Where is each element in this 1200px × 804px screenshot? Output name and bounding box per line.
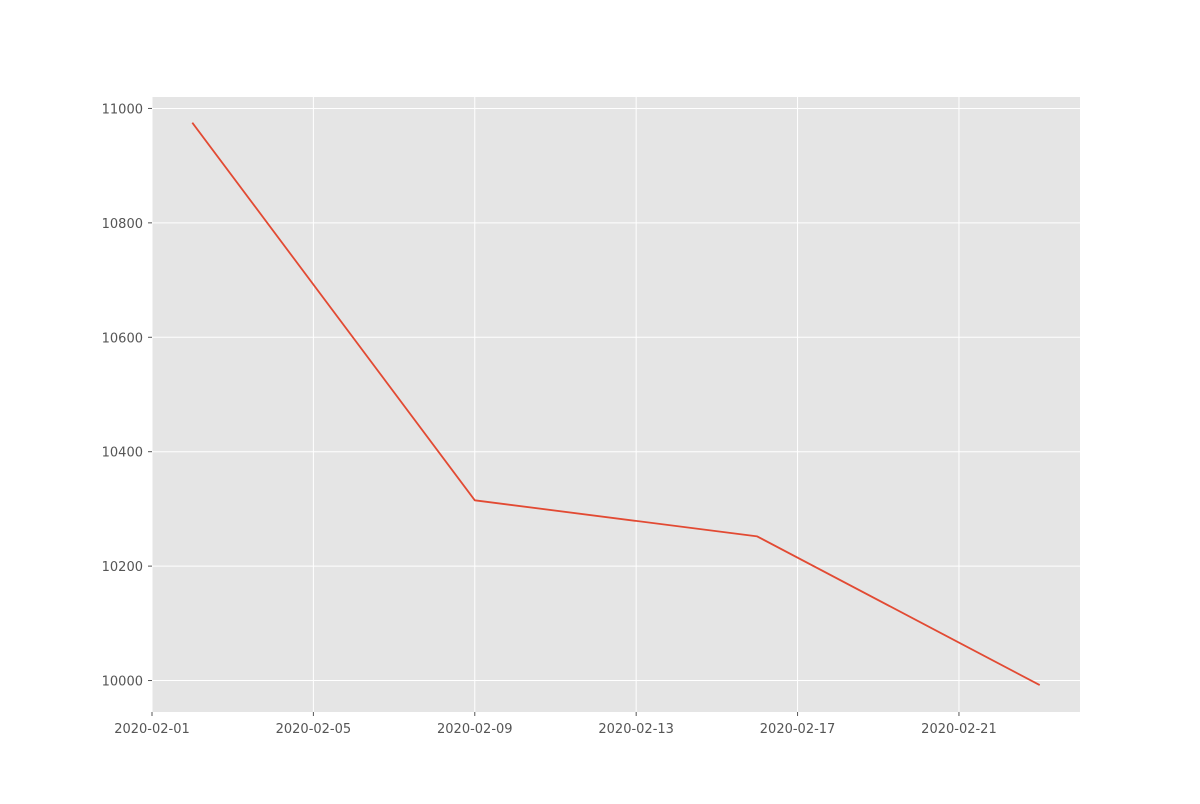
y-tick-label: 10800 bbox=[102, 217, 143, 232]
y-tick-label: 10600 bbox=[102, 331, 143, 346]
x-tick-label: 2020-02-09 bbox=[437, 722, 513, 737]
x-tick-label: 2020-02-21 bbox=[921, 722, 997, 737]
x-tick-label: 2020-02-13 bbox=[598, 722, 674, 737]
plot-area bbox=[152, 97, 1080, 712]
y-tick-label: 11000 bbox=[102, 102, 143, 117]
y-tick-label: 10400 bbox=[102, 446, 143, 461]
x-tick-label: 2020-02-05 bbox=[276, 722, 352, 737]
x-tick-label: 2020-02-01 bbox=[114, 722, 190, 737]
y-tick-label: 10200 bbox=[102, 560, 143, 575]
y-tick-label: 10000 bbox=[102, 675, 143, 690]
x-tick-label: 2020-02-17 bbox=[760, 722, 836, 737]
